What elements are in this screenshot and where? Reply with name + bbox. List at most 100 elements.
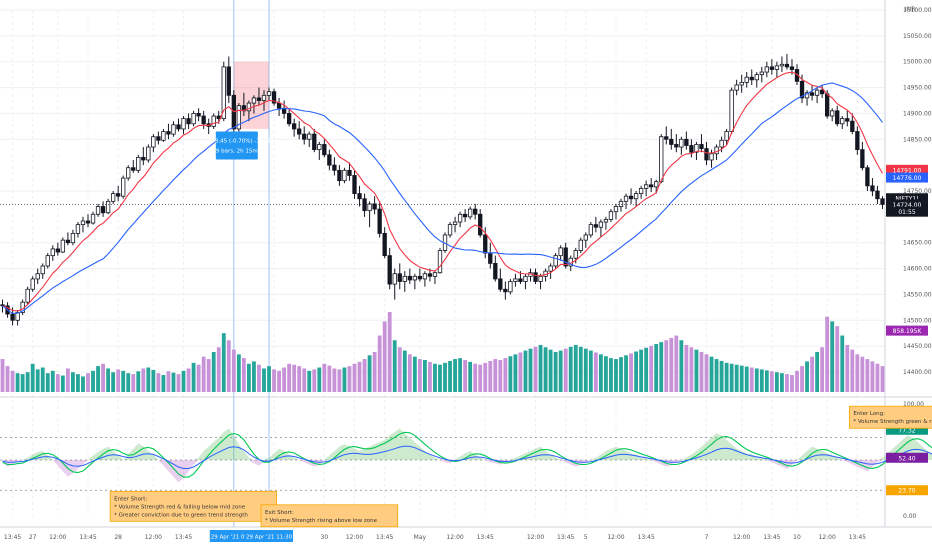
candle-body[interactable]: [860, 149, 865, 169]
candle-body[interactable]: [784, 63, 790, 68]
candle-body[interactable]: [875, 190, 880, 200]
candle-body[interactable]: [845, 118, 850, 122]
candle-body[interactable]: [573, 250, 578, 259]
candle-body[interactable]: [588, 224, 593, 236]
candle-body[interactable]: [558, 247, 563, 257]
candle-body[interactable]: [432, 272, 438, 277]
price-badge[interactable]: [886, 206, 928, 217]
candle-body[interactable]: [417, 275, 423, 280]
candle-body[interactable]: [126, 167, 131, 179]
candle-body[interactable]: [729, 89, 734, 132]
candle-body[interactable]: [523, 275, 528, 282]
candle-body[interactable]: [774, 65, 780, 70]
candle-body[interactable]: [769, 66, 775, 70]
candle-body[interactable]: [850, 120, 855, 132]
candle-body[interactable]: [55, 248, 60, 253]
candle-body[interactable]: [437, 250, 443, 274]
candle-body[interactable]: [498, 278, 503, 290]
candle-body[interactable]: [256, 97, 262, 101]
candle-body[interactable]: [312, 133, 317, 151]
candle-body[interactable]: [347, 169, 352, 176]
candle-body[interactable]: [40, 265, 45, 275]
candle-body[interactable]: [307, 133, 312, 140]
candle-body[interactable]: [201, 115, 206, 125]
candle-body[interactable]: [714, 146, 719, 155]
candle-body[interactable]: [60, 239, 66, 253]
candle-body[interactable]: [643, 184, 649, 189]
candle-body[interactable]: [583, 234, 588, 241]
candle-body[interactable]: [422, 273, 428, 280]
time-marker[interactable]: [245, 530, 294, 542]
candle-body[interactable]: [488, 252, 493, 264]
candle-body[interactable]: [0, 304, 5, 307]
candle-body[interactable]: [271, 91, 277, 104]
candle-body[interactable]: [649, 184, 654, 188]
candle-body[interactable]: [65, 239, 71, 244]
candle-body[interactable]: [372, 203, 377, 210]
candle-body[interactable]: [100, 206, 106, 214]
candle-body[interactable]: [45, 255, 50, 267]
candle-body[interactable]: [764, 66, 769, 73]
candle-body[interactable]: [814, 89, 820, 96]
candle-body[interactable]: [709, 153, 714, 161]
candle-body[interactable]: [407, 275, 412, 281]
price-badge[interactable]: [886, 164, 928, 175]
candle-body[interactable]: [669, 138, 674, 145]
candle-body[interactable]: [377, 208, 382, 234]
candle-body[interactable]: [618, 200, 624, 207]
candle-body[interactable]: [598, 221, 604, 228]
candle-body[interactable]: [503, 288, 508, 293]
candle-body[interactable]: [447, 224, 453, 236]
candle-body[interactable]: [563, 247, 568, 267]
candle-body[interactable]: [110, 193, 116, 202]
candle-body[interactable]: [297, 128, 302, 135]
candle-body[interactable]: [623, 195, 629, 202]
candle-body[interactable]: [226, 66, 231, 96]
candle-body[interactable]: [744, 76, 749, 83]
candle-body[interactable]: [10, 313, 15, 321]
candle-body[interactable]: [286, 113, 292, 125]
candle-body[interactable]: [628, 195, 634, 200]
candle-body[interactable]: [870, 185, 875, 192]
candle-body[interactable]: [719, 139, 724, 148]
candle-body[interactable]: [50, 248, 55, 257]
candle-body[interactable]: [261, 94, 267, 101]
candle-body[interactable]: [161, 131, 166, 141]
candle-body[interactable]: [15, 312, 20, 321]
candle-body[interactable]: [704, 148, 709, 161]
candle-body[interactable]: [749, 76, 754, 81]
candle-body[interactable]: [357, 193, 362, 200]
candle-body[interactable]: [462, 213, 468, 218]
candle-body[interactable]: [266, 91, 272, 96]
candle-body[interactable]: [397, 273, 402, 282]
candle-body[interactable]: [593, 224, 599, 228]
candle-body[interactable]: [427, 273, 433, 277]
candle-body[interactable]: [176, 124, 181, 130]
candle-body[interactable]: [171, 124, 176, 135]
candle-body[interactable]: [548, 265, 553, 272]
candle-body[interactable]: [613, 206, 619, 213]
price-badge[interactable]: [886, 325, 928, 336]
candle-body[interactable]: [659, 136, 664, 183]
candle-body[interactable]: [754, 74, 759, 81]
candle-body[interactable]: [533, 272, 538, 282]
candle-body[interactable]: [392, 273, 397, 285]
candle-body[interactable]: [452, 221, 458, 226]
candle-body[interactable]: [819, 89, 825, 95]
candle-body[interactable]: [116, 193, 121, 197]
candle-body[interactable]: [75, 224, 81, 234]
candle-body[interactable]: [131, 167, 136, 171]
candle-body[interactable]: [412, 275, 418, 281]
candle-body[interactable]: [342, 169, 347, 182]
candle-body[interactable]: [830, 110, 835, 117]
candle-body[interactable]: [402, 275, 407, 282]
candle-body[interactable]: [221, 66, 226, 119]
candle-body[interactable]: [603, 219, 609, 223]
candle-body[interactable]: [246, 102, 252, 112]
candle-body[interactable]: [85, 220, 91, 224]
candle-body[interactable]: [211, 115, 216, 127]
candle-body[interactable]: [493, 262, 498, 280]
candle-body[interactable]: [467, 208, 473, 218]
candle-body[interactable]: [513, 278, 518, 282]
candle-body[interactable]: [855, 131, 860, 151]
